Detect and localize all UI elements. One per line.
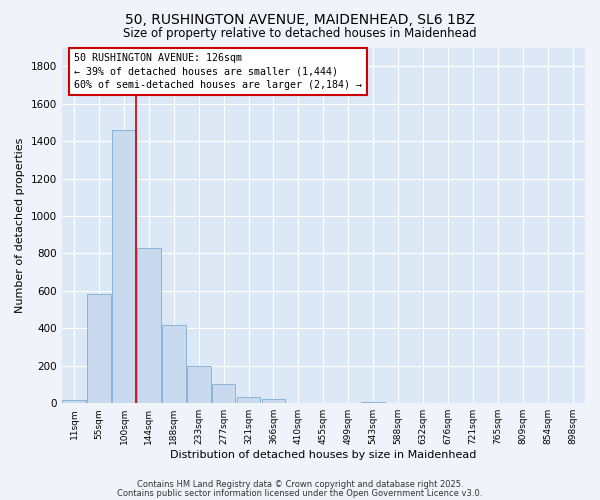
Bar bbox=[187, 366, 211, 403]
Bar bbox=[212, 384, 235, 403]
Y-axis label: Number of detached properties: Number of detached properties bbox=[15, 138, 25, 313]
Bar bbox=[112, 130, 136, 403]
Bar bbox=[361, 402, 385, 403]
Bar bbox=[62, 400, 86, 403]
Bar bbox=[162, 324, 185, 403]
Bar bbox=[461, 402, 485, 403]
Text: Contains HM Land Registry data © Crown copyright and database right 2025.: Contains HM Land Registry data © Crown c… bbox=[137, 480, 463, 489]
Text: Size of property relative to detached houses in Maidenhead: Size of property relative to detached ho… bbox=[123, 28, 477, 40]
X-axis label: Distribution of detached houses by size in Maidenhead: Distribution of detached houses by size … bbox=[170, 450, 476, 460]
Bar bbox=[237, 396, 260, 403]
Bar bbox=[87, 294, 111, 403]
Text: 50, RUSHINGTON AVENUE, MAIDENHEAD, SL6 1BZ: 50, RUSHINGTON AVENUE, MAIDENHEAD, SL6 1… bbox=[125, 12, 475, 26]
Bar bbox=[137, 248, 161, 403]
Bar bbox=[262, 400, 286, 403]
Text: 50 RUSHINGTON AVENUE: 126sqm
← 39% of detached houses are smaller (1,444)
60% of: 50 RUSHINGTON AVENUE: 126sqm ← 39% of de… bbox=[74, 53, 362, 90]
Text: Contains public sector information licensed under the Open Government Licence v3: Contains public sector information licen… bbox=[118, 488, 482, 498]
